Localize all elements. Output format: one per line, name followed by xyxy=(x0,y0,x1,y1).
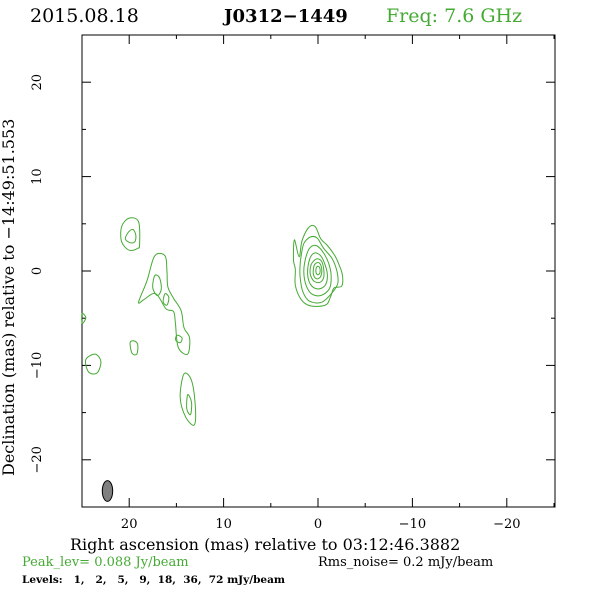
contour-knot-s-inner xyxy=(186,394,193,416)
x-tick-label: 20 xyxy=(121,517,138,532)
contour-jet-hole-1 xyxy=(152,274,162,296)
contour-jet-main xyxy=(138,252,191,355)
contour-blob-w2 xyxy=(129,340,139,356)
contour-jet-hole-2 xyxy=(174,334,183,344)
beam-ellipse xyxy=(101,480,114,502)
contour-knot-ne-outer xyxy=(120,217,141,252)
y-tick-label: 0 xyxy=(30,267,45,275)
x-tick-labels: 20 10 0 −10 −20 xyxy=(121,517,521,532)
plot-frame xyxy=(81,34,556,508)
y-tick-label: −10 xyxy=(30,352,45,379)
observation-date: 2015.08.18 xyxy=(30,5,139,27)
contour-blob-w1 xyxy=(85,353,102,375)
x-axis-label: Right ascension (mas) relative to 03:12:… xyxy=(70,535,460,554)
peak-level: Peak_lev= 0.088 Jy/beam xyxy=(22,555,189,570)
contour-core-lvl1 xyxy=(292,224,344,307)
y-tick-label: 10 xyxy=(30,168,45,185)
source-name: J0312−1449 xyxy=(222,6,348,27)
contour-core-lvl3 xyxy=(303,244,332,297)
contour-core-lvl4 xyxy=(307,252,328,290)
x-tick-label: 10 xyxy=(215,517,232,532)
contour-jet-knot-small xyxy=(162,293,170,306)
contour-knot-ne-inner xyxy=(124,228,137,244)
rms-noise: Rms_noise= 0.2 mJy/beam xyxy=(318,555,493,570)
contour-levels: Levels: 1, 2, 5, 9, 18, 36, 72 mJy/beam xyxy=(22,574,285,586)
x-tick-label: 0 xyxy=(314,517,322,532)
y-axis-label: Declination (mas) relative to −14:49:51.… xyxy=(0,119,18,476)
y-tick-labels: 20 10 0 −10 −20 xyxy=(30,74,45,474)
y-tick-label: −20 xyxy=(30,446,45,473)
contour-edge-w xyxy=(81,312,87,324)
frequency-label: Freq: 7.6 GHz xyxy=(386,5,522,27)
x-tick-label: −10 xyxy=(399,517,426,532)
contour-core-lvl7 xyxy=(315,265,321,276)
y-tick-label: 20 xyxy=(30,74,45,91)
axis-ticks xyxy=(81,34,555,508)
contour-core-lvl2 xyxy=(299,235,339,304)
beam-ellipse-group xyxy=(101,480,114,502)
x-tick-label: −20 xyxy=(493,517,520,532)
contour-lines xyxy=(81,217,344,426)
contour-core-lvl5 xyxy=(309,258,325,284)
contour-core-lvl6 xyxy=(312,261,323,280)
contour-knot-s-outer xyxy=(179,372,197,426)
